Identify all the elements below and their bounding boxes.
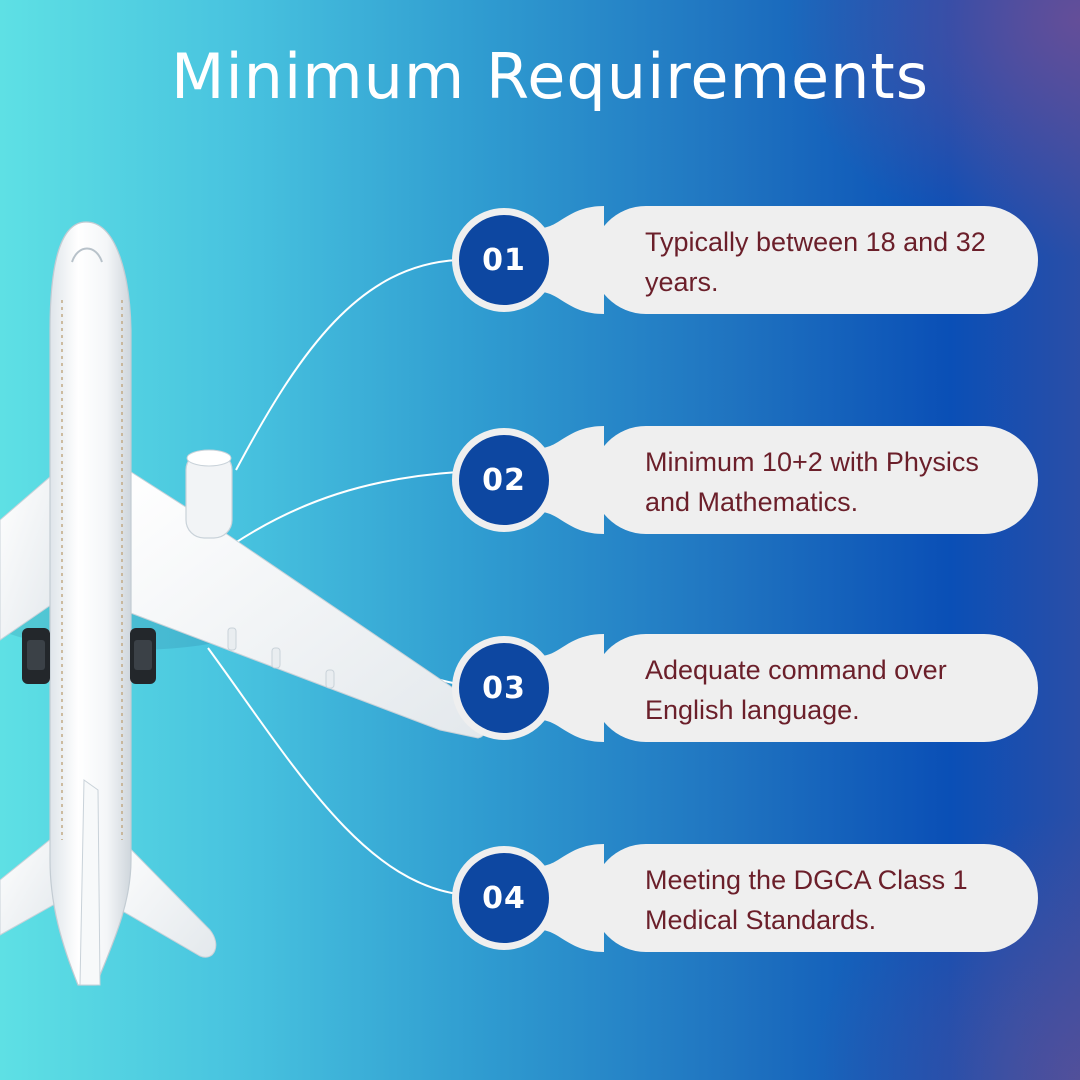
requirement-text: Minimum 10+2 with Physics and Mathematic…: [645, 447, 979, 517]
badge-connector-shape: [540, 206, 604, 314]
badge-connector-shape: [540, 426, 604, 534]
tail-fin: [79, 779, 101, 986]
number-badge: 03: [459, 643, 549, 733]
number-badge: 02: [459, 435, 549, 525]
connector-line-1: [235, 259, 459, 471]
right-stabilizer: [111, 828, 217, 958]
badge-ring: 03: [452, 636, 556, 740]
badge-connector-shape: [540, 634, 604, 742]
landing-gear: [22, 628, 156, 684]
badge-ring: 01: [452, 208, 556, 312]
badge-ring: 02: [452, 428, 556, 532]
requirement-text: Meeting the DGCA Class 1 Medical Standar…: [645, 865, 968, 935]
requirement-card: Adequate command over English language.: [592, 634, 1038, 742]
badge-connector-shape: [540, 844, 604, 952]
connector-line-4: [207, 647, 459, 895]
requirement-text: Adequate command over English language.: [645, 655, 947, 725]
badge-ring: 04: [452, 846, 556, 950]
requirement-card: Minimum 10+2 with Physics and Mathematic…: [592, 426, 1038, 534]
connector-line-2: [231, 471, 459, 546]
number-badge: 04: [459, 853, 549, 943]
right-wing: [127, 469, 486, 739]
requirement-card: Typically between 18 and 32 years.: [592, 206, 1038, 314]
requirement-card: Meeting the DGCA Class 1 Medical Standar…: [592, 844, 1038, 952]
page-title: Minimum Requirements: [170, 40, 930, 113]
requirement-text: Typically between 18 and 32 years.: [645, 227, 986, 297]
number-badge: 01: [459, 215, 549, 305]
